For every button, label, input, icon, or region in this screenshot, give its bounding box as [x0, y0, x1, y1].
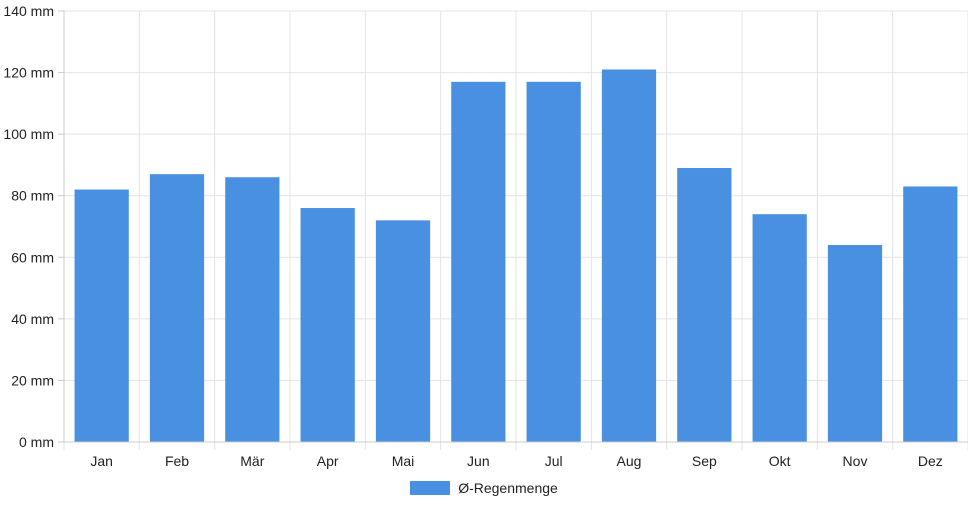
bar-feb[interactable] — [149, 174, 205, 442]
x-tick-label: Sep — [692, 453, 717, 469]
bar-mai[interactable] — [375, 220, 431, 442]
y-tick-label: 80 mm — [11, 188, 54, 204]
y-tick-label: 120 mm — [3, 65, 54, 81]
bars-layer — [74, 69, 958, 443]
bar-dez[interactable] — [903, 186, 958, 442]
y-tick-label: 100 mm — [3, 126, 54, 142]
y-tick-label: 0 mm — [19, 434, 54, 450]
x-tick-label: Feb — [165, 453, 189, 469]
x-tick-label: Nov — [843, 453, 868, 469]
legend-swatch — [410, 481, 451, 495]
bar-chart: 0 mm 20 mm 40 mm 60 mm 80 mm 100 mm 120 mm 140 … — [3, 3, 968, 469]
y-tick-label: 40 mm — [11, 311, 54, 327]
x-tick-label: Mär — [240, 453, 264, 469]
grid-layer — [63, 10, 968, 450]
y-tick-label: 20 mm — [11, 372, 54, 388]
x-tick-label: Apr — [317, 453, 339, 469]
x-tick-label: Aug — [617, 453, 642, 469]
y-tick-label: 60 mm — [11, 249, 54, 265]
bar-aug[interactable] — [601, 69, 657, 442]
axis-layer: 0 mm 20 mm 40 mm 60 mm 80 mm 100 mm 120 mm 140 … — [3, 3, 968, 469]
bar-nov[interactable] — [827, 244, 883, 442]
y-tick-label: 140 mm — [3, 3, 54, 19]
bar-apr[interactable] — [300, 208, 355, 442]
x-tick-label: Dez — [918, 453, 943, 469]
bar-mär[interactable] — [225, 177, 280, 442]
bar-sep[interactable] — [677, 168, 732, 442]
x-tick-label: Jul — [545, 453, 563, 469]
bar-jan[interactable] — [74, 189, 129, 442]
legend[interactable]: Ø-Regenmenge — [0, 480, 968, 496]
x-tick-label: Mai — [392, 453, 415, 469]
bar-okt[interactable] — [752, 214, 807, 442]
bar-jul[interactable] — [526, 81, 581, 443]
legend-label: Ø-Regenmenge — [458, 480, 558, 496]
x-tick-label: Jun — [467, 453, 490, 469]
x-tick-label: Jan — [90, 453, 113, 469]
x-tick-label: Okt — [769, 453, 791, 469]
bar-jun[interactable] — [451, 81, 506, 443]
